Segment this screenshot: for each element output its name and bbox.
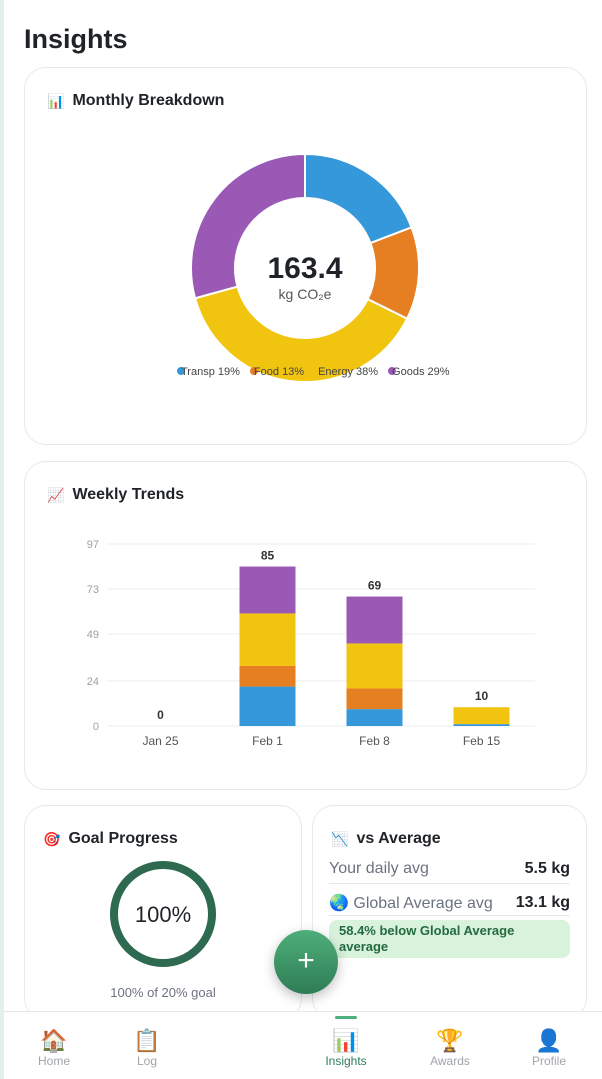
y-tick-label: 73 (87, 584, 99, 596)
weekly-bar-chart: 0 24 49 73 97 0 Jan 25 85 Feb 1 69 Feb 8 10 Feb 15 (87, 539, 535, 748)
legend-dot (249, 367, 258, 375)
legend-item: Energy 38% (314, 366, 378, 378)
y-tick-label: 24 (87, 676, 99, 688)
goal-progress-card: 🎯 Goal Progress 100% 100% of 20% goal (24, 805, 302, 1020)
bar-total-label: 0 (157, 708, 164, 722)
bar-segment-food (239, 665, 296, 687)
add-entry-button[interactable]: + (274, 930, 338, 994)
legend-item: Goods 29% (388, 366, 450, 378)
globe-icon: 🌏 (329, 894, 349, 912)
bar-segment-goods (346, 596, 403, 644)
legend-label: Food (253, 366, 279, 378)
monthly-breakdown-card: 📊 Monthly Breakdown 163.4 kg CO₂e Transp … (24, 67, 587, 445)
weekly-trends-card: 📈 Weekly Trends 0 24 49 73 97 0 Jan 25 85 Feb 1 69… (24, 461, 587, 790)
goal-caption: 100% of 20% goal (110, 985, 216, 1000)
global-avg-value: 13.1 kg (515, 893, 570, 911)
donut-slice-goods (190, 152, 306, 300)
legend-label: Goods (392, 366, 425, 378)
line-chart-icon: 📈 (47, 486, 65, 503)
card-title: Weekly Trends (72, 486, 185, 503)
card-title: vs Average (356, 830, 441, 847)
bar-segment-transport (453, 724, 510, 726)
x-tick-label: Jan 25 (142, 734, 178, 748)
donut-unit: kg CO₂e (279, 286, 332, 302)
nav-awards[interactable]: 🏆 Awards (410, 1028, 490, 1068)
comparison-badge: 58.4% below Global Average average (329, 920, 570, 958)
donut-slice-energy (193, 285, 409, 383)
legend-label: Transp (181, 366, 215, 378)
bar-chart-icon: 📊 (332, 1028, 360, 1053)
bar-segment-transport (346, 709, 403, 726)
x-tick-label: Feb 8 (359, 734, 390, 748)
donut-chart: 163.4 kg CO₂e (190, 152, 420, 383)
vs-average-card: 📉 vs Average Your daily avg 5.5 kg 🌏 Globa… (312, 805, 587, 1020)
nav-profile[interactable]: 👤 Profile (509, 1028, 589, 1068)
donut-total: 163.4 (267, 252, 342, 285)
nav-label: Profile (531, 1054, 566, 1068)
goal-ring: 100% (110, 861, 216, 967)
profile-icon: 👤 (535, 1028, 563, 1053)
target-icon: 🎯 (43, 830, 61, 847)
legend-item: Food 13% (249, 366, 305, 378)
legend-item: Transp 19% (177, 366, 240, 378)
legend-pct: 29% (427, 366, 450, 378)
nav-label: Awards (430, 1054, 470, 1068)
bar-chart-icon: 📊 (47, 92, 65, 109)
trophy-icon: 🏆 (436, 1028, 464, 1053)
bar-segment-food (346, 688, 403, 710)
nav-label: Insights (325, 1054, 367, 1068)
donut-slice-food (366, 226, 420, 320)
bar-segment-transport (239, 686, 296, 726)
goal-value: 100% (135, 902, 191, 927)
your-avg-label: Your daily avg (329, 859, 429, 877)
legend-pct: 13% (282, 366, 305, 378)
global-avg-label: Global Average avg (353, 894, 493, 912)
bar-total-label: 10 (475, 689, 489, 703)
legend-dot (177, 367, 185, 375)
donut-slice-transp (304, 152, 413, 245)
nav-label: Home (37, 1054, 70, 1068)
bar-segment-goods (239, 566, 296, 614)
legend-dot (388, 367, 397, 375)
bar-segment-energy (346, 643, 403, 689)
x-tick-label: Feb 1 (252, 734, 283, 748)
nav-label: Log (136, 1054, 158, 1068)
nav-log[interactable]: 📋 Log (107, 1028, 187, 1068)
legend-pct: 19% (217, 366, 240, 378)
legend-dot (314, 367, 323, 375)
bar-total-label: 85 (261, 549, 275, 563)
bar-total-label: 69 (368, 579, 382, 593)
y-tick-label: 49 (87, 629, 99, 641)
card-title: Goal Progress (68, 830, 178, 847)
page-title: Insights (24, 24, 128, 54)
bar-segment-energy (453, 707, 510, 725)
active-indicator (335, 1016, 357, 1019)
legend-pct: 38% (356, 366, 379, 378)
card-title: Monthly Breakdown (72, 92, 225, 109)
y-tick-label: 0 (93, 721, 99, 733)
clipboard-icon: 📋 (133, 1028, 161, 1053)
legend-label: Energy (318, 366, 353, 378)
chart-down-icon: 📉 (331, 830, 349, 847)
y-tick-label: 97 (87, 539, 99, 551)
bottom-nav: 🏠 Home 📋 Log 📊 Insights 🏆 Awards 👤 Profile (4, 1011, 602, 1079)
nav-insights[interactable]: 📊 Insights (306, 1028, 386, 1068)
nav-home[interactable]: 🏠 Home (14, 1028, 94, 1068)
home-icon: 🏠 (40, 1028, 68, 1053)
x-tick-label: Feb 15 (463, 734, 501, 748)
bar-segment-energy (239, 613, 296, 666)
donut-legend: Transp 19% Food 13% Energy 38% Goods 29% (177, 366, 450, 378)
your-avg-value: 5.5 kg (524, 859, 570, 877)
